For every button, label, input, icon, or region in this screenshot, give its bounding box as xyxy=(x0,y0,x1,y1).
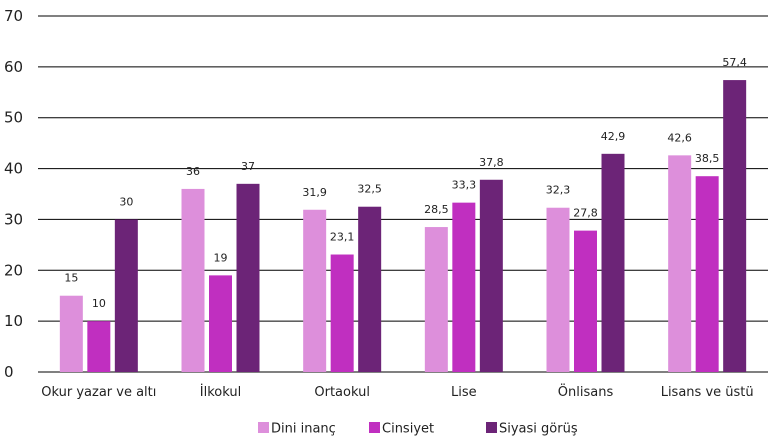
x-tick-label: İlkokul xyxy=(200,384,241,400)
bar xyxy=(114,219,138,372)
data-label: 10 xyxy=(92,297,106,310)
bar xyxy=(330,254,354,372)
bar xyxy=(209,275,232,372)
x-tick-label: Ortaokul xyxy=(314,385,370,400)
bar xyxy=(358,206,382,372)
legend-swatch xyxy=(258,422,269,433)
bar xyxy=(695,176,719,372)
x-tick-label: Önlisans xyxy=(558,383,614,400)
bars xyxy=(59,80,747,372)
legend-swatch xyxy=(486,422,497,433)
legend-label: Cinsiyet xyxy=(382,422,434,437)
data-label: 33,3 xyxy=(452,179,477,192)
bar xyxy=(87,321,111,372)
data-label: 37 xyxy=(241,160,255,173)
y-tick-label: 70 xyxy=(4,7,23,25)
bar xyxy=(236,183,260,372)
y-tick-label: 50 xyxy=(4,109,23,127)
data-label: 36 xyxy=(186,165,200,178)
y-tick-label: 10 xyxy=(4,312,23,330)
legend: Dini inanç Cinsiyet Siyasi görüş xyxy=(258,422,578,437)
bar xyxy=(668,155,692,372)
legend-label: Dini inanç xyxy=(271,422,336,437)
data-label: 37,8 xyxy=(479,156,504,169)
data-label: 23,1 xyxy=(330,231,355,244)
data-label: 38,5 xyxy=(695,152,720,165)
legend-swatch xyxy=(369,422,380,433)
x-tick-label: Lisans ve üstü xyxy=(661,385,754,400)
data-label: 32,5 xyxy=(357,183,382,196)
y-axis: 0 10 20 30 40 50 60 70 xyxy=(4,7,23,381)
bar xyxy=(479,179,503,372)
data-labels: 15 10 30 36 19 37 31,9 23,1 32,5 28,533,337,8 32,3… xyxy=(64,56,747,310)
data-label: 42,9 xyxy=(601,130,626,143)
y-tick-label: 0 xyxy=(4,363,14,381)
gridlines xyxy=(38,15,768,373)
y-tick-label: 40 xyxy=(4,160,23,178)
data-label: 57,4 xyxy=(722,56,747,69)
bar xyxy=(601,153,625,372)
data-label: 32,3 xyxy=(546,184,571,197)
bar xyxy=(723,80,747,372)
legend-label: Siyasi görüş xyxy=(499,422,578,437)
data-label: 30 xyxy=(119,195,133,208)
y-tick-label: 60 xyxy=(4,58,23,76)
data-label: 42,6 xyxy=(667,131,692,144)
bar xyxy=(181,188,205,372)
x-tick-label: Okur yazar ve altı xyxy=(41,385,156,400)
y-tick-label: 30 xyxy=(4,210,23,228)
data-label: 27,8 xyxy=(573,207,598,220)
data-label: 31,9 xyxy=(302,186,327,199)
data-label: 28,5 xyxy=(424,203,449,216)
data-label: 15 xyxy=(64,272,78,285)
x-axis: Okur yazar ve altı İlkokul Ortaokul Lise Önl… xyxy=(41,383,753,400)
bar xyxy=(546,207,570,372)
data-label: 19 xyxy=(214,251,228,264)
bar xyxy=(574,230,597,372)
bar xyxy=(452,202,476,372)
x-tick-label: Lise xyxy=(451,385,477,400)
y-tick-label: 20 xyxy=(4,261,23,279)
bar xyxy=(59,295,83,372)
bar xyxy=(424,227,448,372)
bar xyxy=(303,209,327,372)
